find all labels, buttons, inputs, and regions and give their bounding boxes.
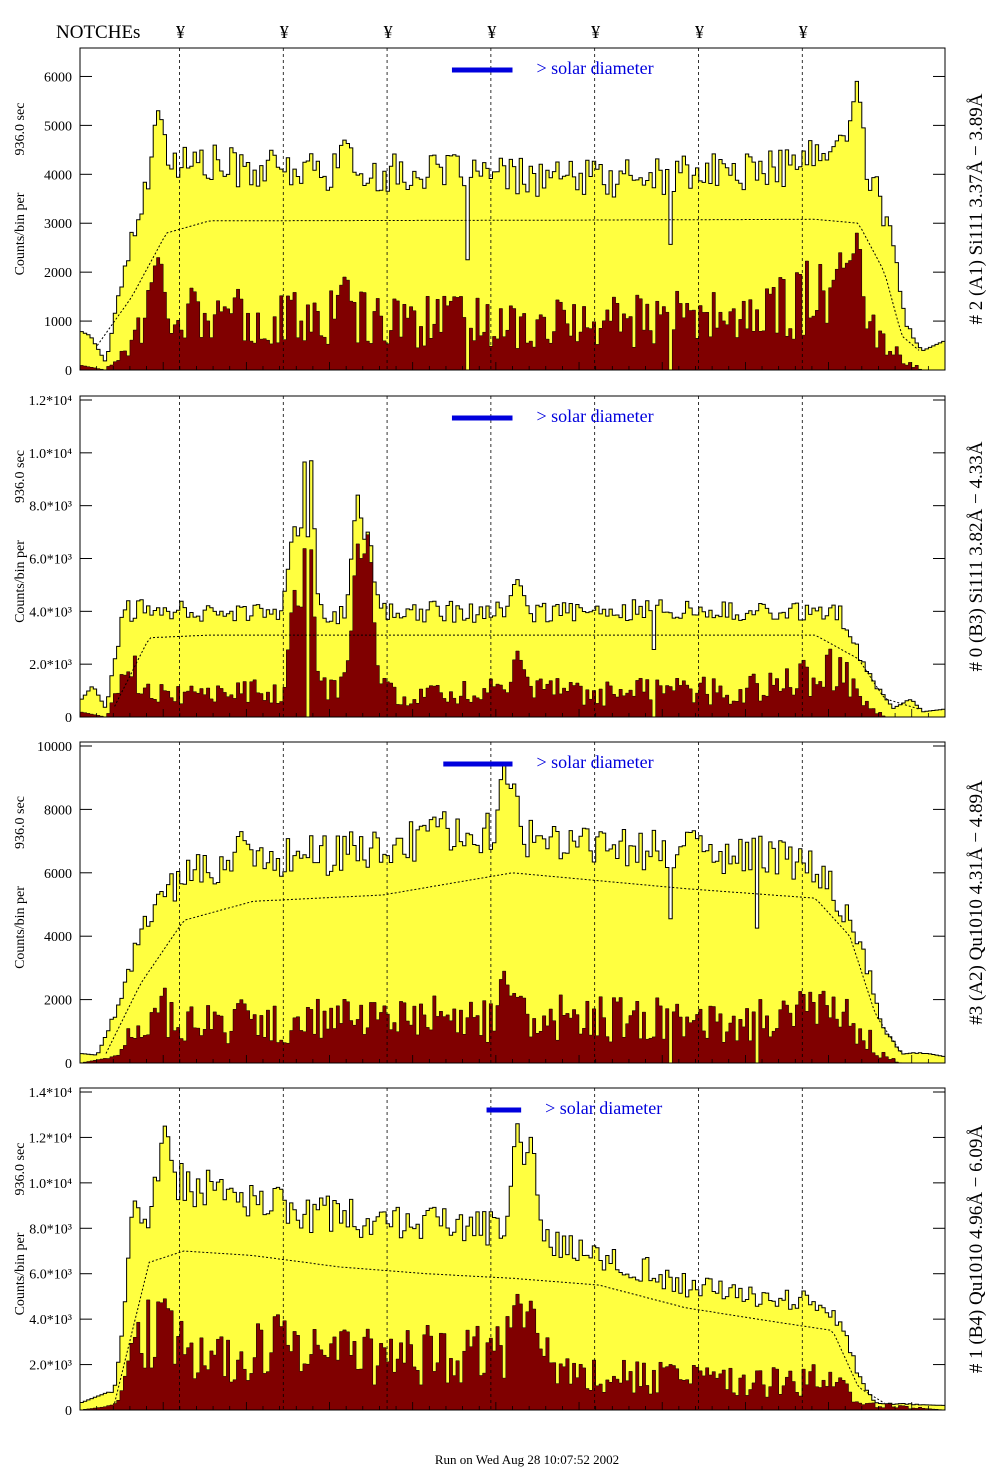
panel-2: 0 2000 4000 6000 8000 10000 > solar diameter Co… bbox=[13, 740, 987, 1072]
solar-diameter-label-2: > solar diameter bbox=[537, 752, 654, 772]
ytick-label-1-1: 2.0*10³ bbox=[29, 658, 72, 673]
ylabel-time-3: 936.0 sec bbox=[13, 1143, 28, 1196]
ytick-label-1-5: 1.0*10⁴ bbox=[29, 447, 73, 462]
ytick-label-3-0: 0 bbox=[65, 1404, 72, 1419]
ytick-label-3-5: 1.0*10⁴ bbox=[29, 1177, 73, 1192]
ytick-label-0-3: 3000 bbox=[44, 217, 72, 232]
ytick-label-3-2: 4.0*10³ bbox=[29, 1313, 72, 1328]
ytick-label-3-3: 6.0*10³ bbox=[29, 1268, 72, 1283]
notch-markers: ¥ ¥ ¥ ¥ ¥ ¥ ¥ bbox=[176, 22, 808, 42]
model-curve-0 bbox=[96, 218, 920, 351]
series-background-2 bbox=[79, 970, 945, 1064]
ytick-label-1-4: 8.0*10³ bbox=[29, 500, 72, 515]
panel-title-2: #3 (A2) Qu1010 4.31Å − 4.89Å bbox=[966, 780, 987, 1025]
series-total-2 bbox=[79, 764, 946, 1064]
ytick-label-0-5: 5000 bbox=[44, 119, 72, 134]
notch-marker-2: ¥ bbox=[384, 22, 393, 42]
notch-marker-6: ¥ bbox=[799, 22, 808, 42]
panel-0: 0 1000 2000 3000 4000 5000 6000 > solar diamete… bbox=[13, 47, 987, 379]
ytick-label-2-5: 10000 bbox=[37, 740, 72, 755]
series-background-1 bbox=[79, 534, 945, 718]
ytick-label-0-6: 6000 bbox=[44, 70, 72, 85]
notch-marker-0: ¥ bbox=[176, 22, 185, 42]
run-footer: Run on Wed Aug 28 10:07:52 2002 bbox=[435, 1452, 619, 1467]
ytick-label-3-6: 1.2*10⁴ bbox=[29, 1131, 73, 1146]
ylabel-counts-2: Counts/bin per bbox=[13, 886, 28, 969]
panel-3: 0 2.0*10³ 4.0*10³ 6.0*10³ 8.0*10³ 1.0*10⁴ 1.2*… bbox=[13, 1086, 987, 1419]
ytick-label-2-3: 6000 bbox=[44, 867, 72, 882]
ytick-label-2-2: 4000 bbox=[44, 930, 72, 945]
notch-marker-3: ¥ bbox=[487, 22, 496, 42]
ytick-label-1-2: 4.0*10³ bbox=[29, 605, 72, 620]
notch-marker-5: ¥ bbox=[695, 22, 704, 42]
notch-marker-4: ¥ bbox=[591, 22, 600, 42]
ylabel-time-1: 936.0 sec bbox=[13, 450, 28, 503]
solar-diameter-label-1: > solar diameter bbox=[537, 406, 654, 426]
ytick-label-0-1: 1000 bbox=[44, 315, 72, 330]
ytick-label-0-4: 4000 bbox=[44, 168, 72, 183]
panel-title-3: # 1 (B4) Qu1010 4.96Å − 6.09Å bbox=[966, 1125, 987, 1373]
notch-marker-1: ¥ bbox=[280, 22, 289, 42]
notches-label: NOTCHEs bbox=[56, 22, 140, 43]
panel-title-0: # 2 (A1) Si111 3.37Å − 3.89Å bbox=[966, 93, 987, 324]
panel-1: 0 2.0*10³ 4.0*10³ 6.0*10³ 8.0*10³ 1.0*10⁴ 1.2*… bbox=[13, 394, 987, 726]
ytick-label-2-4: 8000 bbox=[44, 803, 72, 818]
ytick-label-3-7: 1.4*10⁴ bbox=[29, 1086, 73, 1101]
ylabel-time-0: 936.0 sec bbox=[13, 103, 28, 156]
series-background-3 bbox=[79, 1293, 946, 1411]
ytick-label-3-1: 2.0*10³ bbox=[29, 1359, 72, 1374]
ytick-label-2-0: 0 bbox=[65, 1057, 72, 1072]
ytick-label-0-0: 0 bbox=[65, 364, 72, 379]
ylabel-counts-1: Counts/bin per bbox=[13, 540, 28, 623]
ytick-label-0-2: 2000 bbox=[44, 266, 72, 281]
ytick-label-2-1: 2000 bbox=[44, 994, 72, 1009]
ytick-label-1-6: 1.2*10⁴ bbox=[29, 394, 73, 409]
ytick-label-3-4: 8.0*10³ bbox=[29, 1222, 72, 1237]
ylabel-counts-0: Counts/bin per bbox=[13, 192, 28, 275]
solar-diameter-label-3: > solar diameter bbox=[545, 1098, 662, 1118]
ylabel-counts-3: Counts/bin per bbox=[13, 1232, 28, 1315]
ylabel-time-2: 936.0 sec bbox=[13, 796, 28, 849]
solar-diameter-label-0: > solar diameter bbox=[537, 58, 654, 78]
model-curve-3 bbox=[114, 1250, 885, 1404]
series-background-0 bbox=[79, 232, 945, 371]
panels: 0 1000 2000 3000 4000 5000 6000 > solar diamete… bbox=[13, 47, 987, 1419]
model-curve-1 bbox=[114, 634, 920, 710]
model-curve-2 bbox=[105, 872, 903, 1054]
panel-title-1: # 0 (B3) Si111 3.82Å − 4.33Å bbox=[966, 441, 987, 671]
ytick-label-1-3: 6.0*10³ bbox=[29, 553, 72, 568]
ytick-label-1-0: 0 bbox=[65, 711, 72, 726]
